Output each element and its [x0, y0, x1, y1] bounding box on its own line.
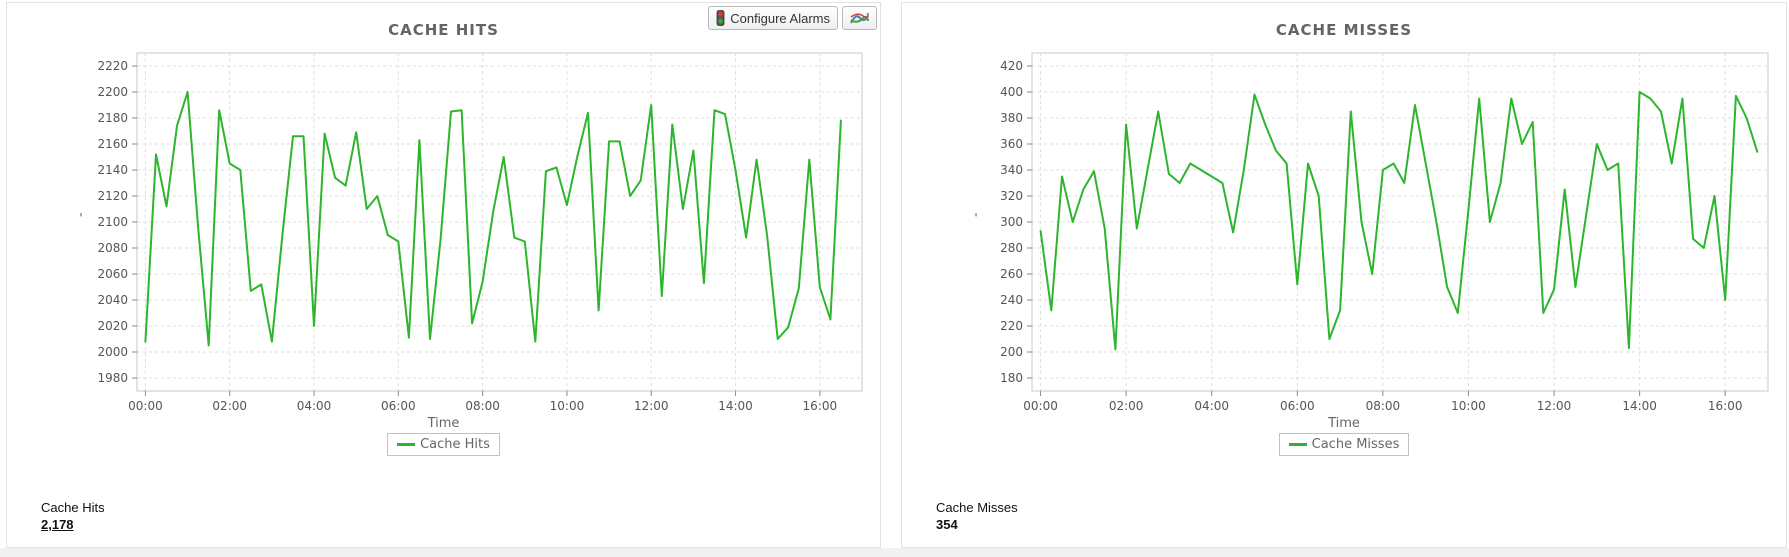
summary-label: Cache Hits: [41, 500, 105, 515]
svg-text:04:00: 04:00: [297, 399, 332, 413]
svg-text:04:00: 04:00: [1194, 399, 1229, 413]
svg-text:14:00: 14:00: [718, 399, 753, 413]
chart-type-button[interactable]: [842, 6, 877, 30]
svg-text:16:00: 16:00: [1708, 399, 1743, 413]
svg-text:380: 380: [1000, 111, 1023, 125]
cache-hits-chart: 1980 2000 2020 2040 2060 2080 2100 2120 2140 2160…: [79, 52, 863, 427]
svg-text:': ': [79, 211, 82, 225]
svg-text:00:00: 00:00: [1023, 399, 1058, 413]
svg-text:180: 180: [1000, 371, 1023, 385]
svg-text:200: 200: [1000, 345, 1023, 359]
svg-text:06:00: 06:00: [1280, 399, 1315, 413]
svg-text:420: 420: [1000, 59, 1023, 73]
svg-text:16:00: 16:00: [803, 399, 838, 413]
configure-alarms-label: Configure Alarms: [730, 10, 830, 26]
cache-misses-chart: 180 200 220 240 260 280 300 320 340 360 380 400 420 0…: [974, 52, 1769, 427]
page-footer-strip: [0, 548, 1789, 557]
chart-title-cache-hits: CACHE HITS: [388, 21, 499, 39]
svg-text:2120: 2120: [97, 189, 128, 203]
svg-text:2140: 2140: [97, 163, 128, 177]
svg-text:280: 280: [1000, 241, 1023, 255]
summary-label: Cache Misses: [936, 500, 1018, 515]
svg-text:2060: 2060: [97, 267, 128, 281]
svg-text:12:00: 12:00: [1537, 399, 1572, 413]
legend-box: Cache Misses: [1278, 433, 1410, 456]
svg-text:06:00: 06:00: [381, 399, 416, 413]
svg-text:2180: 2180: [97, 111, 128, 125]
legend-line-swatch: [1288, 443, 1307, 446]
svg-text:220: 220: [1000, 319, 1023, 333]
svg-text:Time: Time: [427, 416, 460, 427]
svg-text:300: 300: [1000, 215, 1023, 229]
svg-text:12:00: 12:00: [634, 399, 669, 413]
svg-text:360: 360: [1000, 137, 1023, 151]
svg-text:10:00: 10:00: [1451, 399, 1486, 413]
svg-text:': ': [974, 211, 977, 225]
svg-text:1980: 1980: [97, 371, 128, 385]
svg-text:340: 340: [1000, 163, 1023, 177]
svg-text:2000: 2000: [97, 345, 128, 359]
summary-value-link[interactable]: 2,178: [41, 517, 74, 532]
svg-text:Time: Time: [1327, 416, 1360, 427]
configure-alarms-button[interactable]: Configure Alarms: [708, 6, 838, 30]
svg-text:2080: 2080: [97, 241, 128, 255]
svg-text:02:00: 02:00: [1109, 399, 1144, 413]
cache-misses-panel: CACHE MISSES 180 200 220 240 260 280 300 320 340…: [901, 2, 1787, 548]
line-chart-icon: [850, 12, 869, 24]
svg-text:260: 260: [1000, 267, 1023, 281]
svg-text:10:00: 10:00: [550, 399, 585, 413]
legend-box: Cache Hits: [387, 433, 500, 456]
chart-toolbar: Configure Alarms: [708, 6, 877, 30]
svg-text:08:00: 08:00: [1366, 399, 1401, 413]
svg-text:00:00: 00:00: [128, 399, 163, 413]
svg-text:320: 320: [1000, 189, 1023, 203]
traffic-light-icon: [716, 10, 725, 26]
legend-label: Cache Hits: [420, 437, 490, 452]
legend-line-swatch: [397, 443, 416, 446]
svg-text:2160: 2160: [97, 137, 128, 151]
summary-cache-misses: Cache Misses 354: [936, 499, 1018, 534]
svg-text:2040: 2040: [97, 293, 128, 307]
legend-cache-misses: Cache Misses: [902, 433, 1786, 456]
svg-text:14:00: 14:00: [1622, 399, 1657, 413]
svg-text:08:00: 08:00: [465, 399, 500, 413]
legend-label: Cache Misses: [1311, 437, 1400, 452]
svg-text:2020: 2020: [97, 319, 128, 333]
svg-text:2100: 2100: [97, 215, 128, 229]
summary-value-link[interactable]: 354: [936, 517, 958, 532]
svg-text:2220: 2220: [97, 59, 128, 73]
chart-title-cache-misses: CACHE MISSES: [1275, 21, 1413, 39]
summary-cache-hits: Cache Hits 2,178: [41, 499, 105, 534]
legend-cache-hits: Cache Hits: [7, 433, 880, 456]
cache-hits-panel: Configure Alarms CACHE HITS 1980 2000 2020…: [6, 2, 881, 548]
svg-text:400: 400: [1000, 85, 1023, 99]
svg-text:2200: 2200: [97, 85, 128, 99]
svg-text:02:00: 02:00: [212, 399, 247, 413]
svg-text:240: 240: [1000, 293, 1023, 307]
